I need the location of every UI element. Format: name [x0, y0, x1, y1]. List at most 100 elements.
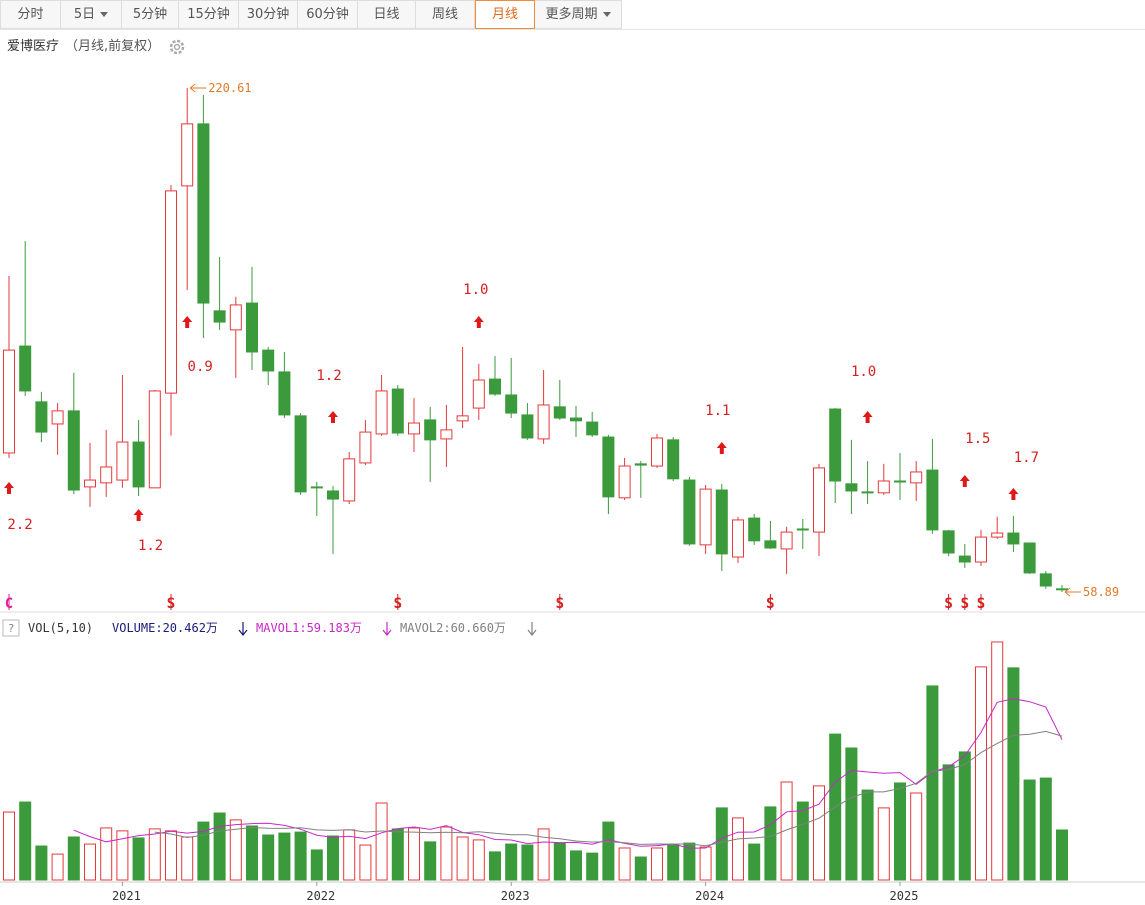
signal-arrow — [4, 482, 14, 494]
candle-body — [570, 417, 582, 422]
divider — [0, 29, 1145, 30]
chart-subtitle: （月线,前复权） — [65, 39, 161, 54]
volume-bar — [683, 842, 696, 881]
signal-glyph: S — [394, 596, 402, 612]
volume-bar — [391, 828, 404, 881]
signal-glyph: S — [766, 596, 774, 612]
help-icon-glyph: ? — [8, 622, 15, 635]
volume-bar — [148, 828, 161, 881]
signal-glyph: S — [944, 596, 952, 612]
candle-body — [35, 401, 48, 433]
period-tab[interactable]: 5日 — [61, 0, 122, 29]
signal-arrow — [959, 475, 970, 487]
volume-ma-line — [73, 698, 1063, 849]
volume-bar — [1056, 829, 1068, 881]
volume-bar — [651, 847, 663, 881]
tab-label: 周线 — [431, 7, 458, 22]
period-tab[interactable]: 5分钟 — [122, 0, 179, 29]
x-tick-label: 2021 — [112, 889, 141, 903]
volume-bar — [634, 856, 647, 881]
candle-body — [1039, 573, 1052, 587]
volume-bar — [715, 807, 728, 881]
signal-annotation: 1.2 — [316, 368, 341, 384]
period-tab[interactable]: 更多周期 — [535, 0, 622, 29]
candle-body — [845, 483, 858, 492]
candle-body — [942, 530, 955, 554]
candle-body — [456, 415, 469, 422]
volume-bar — [262, 834, 275, 881]
volume-bar — [667, 844, 680, 881]
volume-bar — [229, 819, 242, 881]
volume-bar — [537, 828, 550, 881]
candle-body — [440, 429, 453, 440]
tab-label: 5日 — [73, 7, 96, 22]
candle-body — [213, 310, 226, 323]
period-tab[interactable]: 周线 — [416, 0, 475, 29]
candle-body — [667, 439, 680, 480]
candle-body — [894, 480, 906, 483]
volume-bar — [521, 844, 534, 881]
candle-body — [537, 404, 550, 440]
max-price-label: 220.61 — [208, 81, 251, 95]
volume-legend-item: MAVOL1:59.183万 — [256, 621, 362, 635]
candle-body — [780, 531, 793, 550]
min-pointer — [1064, 587, 1081, 597]
volume-bar — [489, 851, 501, 881]
volume-bar — [116, 830, 129, 881]
candle-body — [472, 379, 485, 409]
period-tab[interactable]: 日线 — [358, 0, 416, 29]
period-tab[interactable]: 月线 — [475, 0, 535, 29]
candle-body — [748, 517, 761, 542]
signal-annotation: 1.1 — [705, 403, 730, 419]
volume-bar — [845, 747, 858, 881]
candle-body — [3, 349, 15, 454]
candle-body — [424, 419, 437, 441]
candle-body — [408, 422, 420, 435]
x-tick-label: 2022 — [306, 889, 335, 903]
volume-bar — [440, 826, 453, 881]
signal-annotation: 1.5 — [965, 431, 990, 447]
tab-label: 15分钟 — [187, 7, 230, 22]
signal-arrow — [473, 316, 484, 328]
candle-body — [586, 421, 599, 436]
signal-annotation: 1.0 — [851, 364, 876, 380]
signal-annotation: 0.9 — [188, 359, 213, 375]
mavol1-trend-arrow — [382, 622, 392, 636]
candle-body — [553, 406, 566, 419]
volume-bar — [586, 852, 599, 881]
signal-glyph: S — [167, 596, 175, 612]
volume-bar — [165, 830, 177, 881]
tab-label: 5分钟 — [132, 7, 168, 22]
volume-trend-arrow — [238, 622, 248, 636]
candle-body — [829, 408, 842, 482]
period-tab[interactable]: 分时 — [0, 0, 61, 29]
candle-body — [699, 488, 712, 546]
period-tab[interactable]: 60分钟 — [298, 0, 358, 29]
volume-bar — [472, 839, 485, 881]
volume-legend-item: MAVOL2:60.660万 — [400, 621, 506, 635]
volume-bar — [991, 641, 1004, 881]
candle-body — [294, 415, 307, 493]
candle-body — [19, 345, 32, 392]
tab-label: 分时 — [17, 7, 44, 22]
volume-bar — [764, 806, 777, 881]
volume-bar — [197, 821, 210, 881]
candle-body — [197, 123, 210, 304]
volume-bar — [699, 846, 712, 881]
volume-bar — [246, 825, 258, 881]
x-tick-label: 2025 — [890, 889, 919, 903]
volume-bar — [570, 850, 582, 881]
volume-bar — [780, 781, 793, 881]
dropdown-caret — [602, 12, 611, 17]
period-tab[interactable]: 30分钟 — [239, 0, 298, 29]
signal-arrow — [182, 316, 193, 328]
period-tab[interactable]: 15分钟 — [179, 0, 239, 29]
candle-body — [148, 390, 161, 489]
volume-bar — [958, 751, 971, 881]
volume-bar — [926, 685, 939, 881]
candle-body — [1007, 532, 1020, 545]
help-icon[interactable] — [2, 619, 20, 637]
candle-body — [975, 536, 987, 563]
settings-icon[interactable] — [168, 38, 186, 56]
volume-bar — [877, 807, 890, 881]
